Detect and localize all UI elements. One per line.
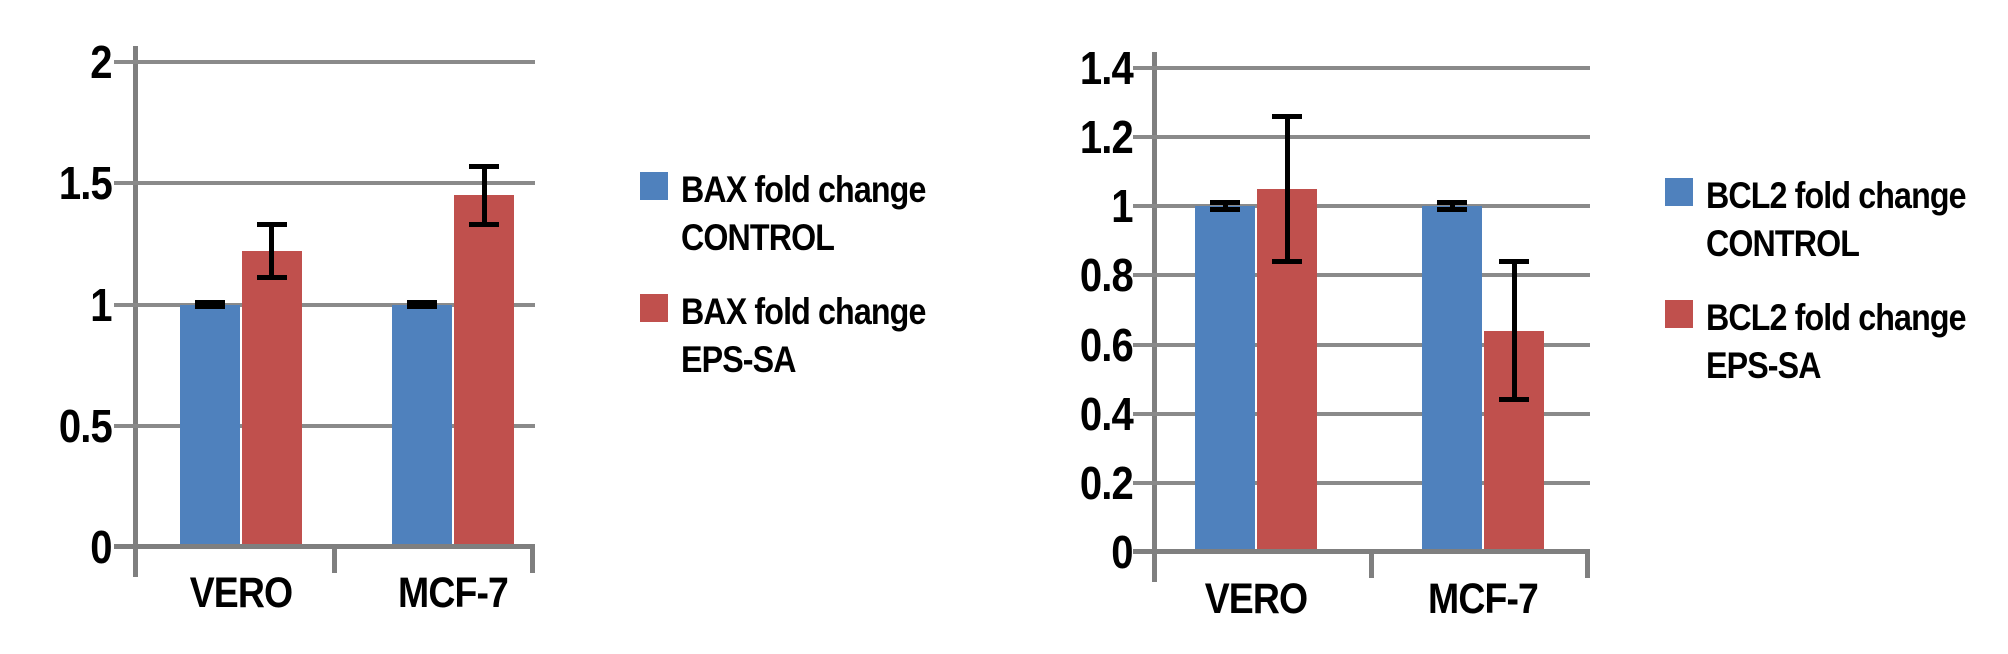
error-bar-cap	[256, 275, 287, 281]
legend-entry-control: BAX fold change CONTROL	[640, 166, 962, 262]
bar-control	[1422, 206, 1483, 552]
plot-area	[114, 46, 535, 577]
y-tick-label: 1.4	[1079, 42, 1134, 94]
y-tick-label: 2	[90, 36, 113, 88]
legend-label: BAX fold change EPS-SA	[681, 288, 962, 384]
category-label: VERO	[1204, 575, 1308, 623]
legend-label-line: CONTROL	[681, 217, 835, 258]
legend-label-line: EPS-SA	[681, 339, 797, 380]
error-bar-cap	[1437, 200, 1468, 206]
gridline	[1133, 480, 1590, 485]
legend: BAX fold change CONTROL BAX fold change EPS…	[640, 166, 962, 410]
gridline	[114, 181, 535, 186]
error-bar-cap	[1272, 259, 1303, 265]
x-axis-tick	[1368, 552, 1374, 578]
legend-label-line: EPS-SA	[1706, 345, 1822, 386]
error-bar-cap	[469, 163, 500, 169]
error-bar-cap	[194, 299, 225, 305]
bar-eps-sa	[241, 251, 302, 547]
category-label: MCF-7	[398, 569, 509, 617]
error-bar-cap	[194, 304, 225, 310]
y-tick-label: 1.2	[1079, 111, 1134, 164]
legend-entry-eps-sa: BCL2 fold change EPS-SA	[1665, 294, 2005, 390]
bar-eps-sa	[454, 195, 515, 547]
y-tick-label: 1	[1111, 180, 1134, 233]
error-bar-line	[1222, 202, 1228, 210]
gridline	[1133, 135, 1590, 140]
gridline	[114, 60, 535, 64]
legend: BCL2 fold change CONTROL BCL2 fold change E…	[1665, 172, 2005, 416]
gridline	[1133, 342, 1590, 347]
error-bar-cap	[1437, 207, 1468, 213]
error-bar-cap	[1210, 207, 1241, 213]
error-bar-cap	[407, 299, 438, 305]
x-axis-tick	[1585, 552, 1590, 578]
legend-label-line: BAX fold change	[681, 169, 926, 210]
error-bar-cap	[1499, 397, 1530, 403]
legend-entry-eps-sa: BAX fold change EPS-SA	[640, 288, 962, 384]
y-tick-label: 1.5	[58, 157, 113, 210]
category-label: MCF-7	[1428, 575, 1539, 623]
error-bar-line	[1511, 261, 1517, 400]
legend-label-line: BAX fold change	[681, 291, 926, 332]
control-swatch-icon	[1665, 178, 1693, 206]
category-label: VERO	[189, 569, 293, 617]
error-bar-cap	[1499, 259, 1530, 265]
error-bar-cap	[407, 304, 438, 310]
error-bar-line	[269, 224, 275, 278]
error-bar-cap	[469, 221, 500, 227]
x-axis: VERO MCF-7	[133, 570, 535, 630]
y-tick-label: 0.5	[58, 399, 113, 452]
x-axis-line	[1133, 549, 1590, 554]
y-tick-label: 0.6	[1079, 318, 1134, 371]
y-axis: 0 0.2 0.4 0.6 0.8 1 1.2 1.4	[1000, 45, 1134, 575]
legend-label: BAX fold change CONTROL	[681, 166, 962, 262]
legend-label-line: BCL2 fold change	[1706, 175, 1967, 216]
legend-label: BCL2 fold change EPS-SA	[1706, 294, 2005, 390]
legend-label-line: CONTROL	[1706, 223, 1860, 264]
x-axis-tick	[331, 547, 337, 573]
x-axis-line	[114, 544, 535, 549]
y-tick-label: 1	[90, 278, 113, 331]
gridline	[1133, 66, 1590, 70]
error-bar-line	[1284, 116, 1290, 262]
gridline	[114, 423, 535, 428]
y-tick-label: 0.4	[1079, 387, 1134, 440]
y-tick-label: 0	[90, 521, 113, 573]
error-bar-cap	[1272, 113, 1303, 119]
error-bar-line	[481, 166, 487, 225]
gridline	[1133, 273, 1590, 278]
y-tick-label: 0	[1111, 526, 1134, 578]
eps-sa-swatch-icon	[640, 294, 668, 322]
gridline	[1133, 204, 1590, 209]
y-tick-label: 0.8	[1079, 249, 1134, 302]
control-swatch-icon	[640, 172, 668, 200]
legend-label-line: BCL2 fold change	[1706, 297, 1967, 338]
y-tick-label: 0.2	[1079, 456, 1134, 509]
error-bar-cap	[256, 221, 287, 227]
x-axis-tick	[1152, 552, 1157, 578]
x-axis-tick	[530, 547, 535, 573]
gridline	[114, 302, 535, 307]
x-axis-tick	[133, 547, 138, 573]
error-bar-cap	[1210, 200, 1241, 206]
eps-sa-swatch-icon	[1665, 300, 1693, 328]
legend-entry-control: BCL2 fold change CONTROL	[1665, 172, 2005, 268]
bar-control	[392, 304, 453, 547]
gridline	[1133, 411, 1590, 416]
legend-label: BCL2 fold change CONTROL	[1706, 172, 2005, 268]
error-bar-line	[1449, 202, 1455, 210]
y-axis: 0 0.5 1 1.5 2	[0, 39, 113, 570]
bar-control	[1195, 206, 1256, 552]
plot-area	[1133, 52, 1590, 582]
x-axis: VERO MCF-7	[1152, 576, 1590, 636]
bar-control	[179, 304, 240, 547]
